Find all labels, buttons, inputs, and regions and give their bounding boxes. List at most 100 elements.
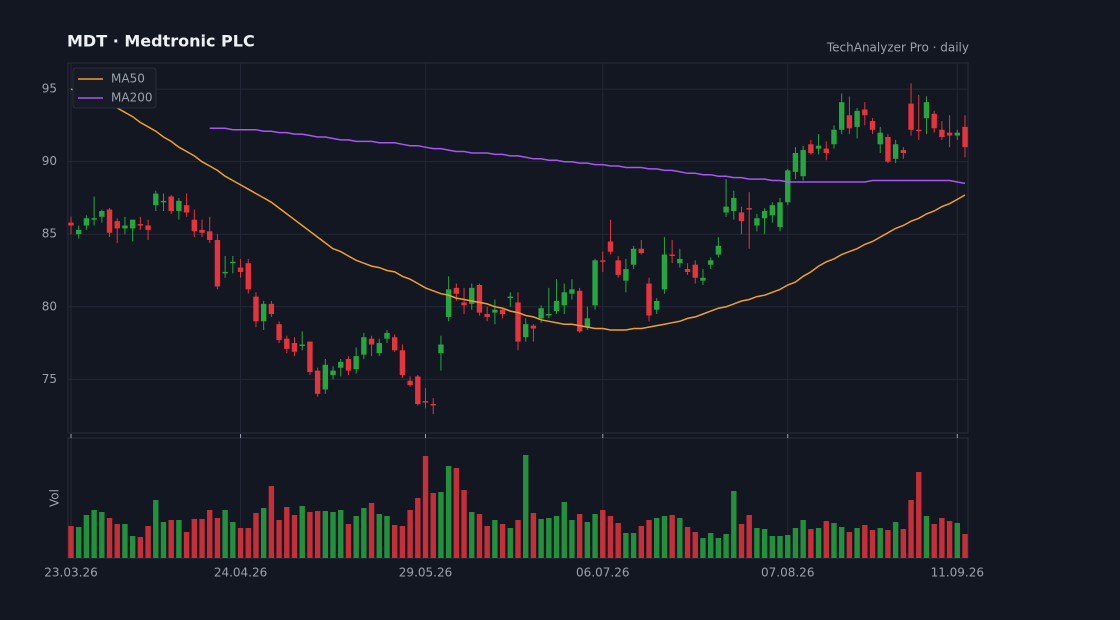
candle-body [885,137,891,162]
volume-bar [808,529,814,558]
candle-body [823,148,829,153]
candle-body [677,258,683,264]
candle-body [738,212,745,222]
volume-bar [129,536,136,558]
volume-bar [546,518,552,558]
candle-body [962,126,968,148]
candle-body [523,324,529,338]
candle-body [900,150,907,153]
volume-bar [576,514,583,558]
candle-body [715,245,722,255]
volume-bar [761,529,768,558]
legend-label: MA50 [111,72,145,86]
volume-bar [900,529,907,558]
volume-bar [338,510,344,558]
candle-body [476,285,483,313]
candle-body [407,380,413,386]
volume-bar [183,532,190,558]
candle-body [569,289,575,294]
candle-body [538,308,544,319]
volume-bar [800,520,806,558]
volume-bar [76,527,82,558]
volume-bar [954,523,960,558]
candle-body [214,240,221,287]
candle-body [322,364,329,390]
volume-bar [168,520,174,558]
candle-body [831,129,837,145]
volume-bar [561,502,567,558]
volume-bar [669,515,675,558]
candle-body [946,132,953,136]
candle-body [368,338,375,345]
volume-bar [476,514,483,558]
candle-body [916,129,922,132]
volume-bar [892,522,899,558]
volume-bar [885,530,891,558]
volume-bar [384,516,390,558]
candle-body [761,211,768,219]
candle-body [91,218,97,220]
volume-bar [623,533,629,558]
candle-body [191,219,198,232]
candle-body [237,267,244,272]
candle-body [176,200,182,211]
candle-body [854,110,860,127]
candle-body [785,170,791,203]
volume-bar [160,522,167,558]
volume-bar [923,516,930,558]
volume-bar [445,466,452,558]
volume-bar [777,536,783,558]
candle-body [430,403,436,406]
candle-body [792,152,799,172]
candle-body [207,231,213,241]
x-tick-label: 24.04.26 [214,566,267,580]
candle-body [83,218,90,226]
candle-body [145,225,151,230]
candle-body [122,225,128,229]
volume-label: Vol [48,489,62,507]
volume-bar [276,520,282,558]
candle-body [422,401,429,403]
volume-bar [322,511,329,558]
candle-body [314,370,321,394]
subtitle: TechAnalyzer Pro · daily [826,41,969,55]
candle-body [838,102,845,130]
volume-bar [684,527,691,558]
candle-body [530,325,537,329]
volume-bar [707,533,714,558]
volume-bar [176,520,182,558]
candle-body [484,314,490,317]
candle-body [99,211,105,217]
candle-body [877,132,883,145]
volume-bar [630,533,637,558]
y-tick-label: 80 [42,299,57,313]
volume-bar [792,528,799,558]
volume-bar [507,528,513,558]
candle-body [615,260,621,275]
candle-body [299,344,305,346]
candle-body [638,248,645,254]
volume-bar [345,524,352,558]
volume-bar [854,528,860,558]
candle-body [499,309,506,315]
volume-bar [553,516,560,558]
candle-body [353,356,359,370]
candle-body [754,218,760,226]
volume-bar [153,500,159,558]
candle-body [391,337,398,351]
y-tick-label: 85 [42,227,57,241]
volume-bar [815,528,822,558]
candle-body [137,224,144,226]
candle-body [114,221,120,229]
volume-bar [422,456,429,558]
volume-bar [284,507,290,558]
candle-body [253,296,259,322]
volume-bar [661,516,668,558]
volume-bar [769,536,776,558]
candle-body [399,350,406,375]
candle-body [669,254,675,256]
volume-bar [391,525,398,558]
candle-body [307,341,313,373]
